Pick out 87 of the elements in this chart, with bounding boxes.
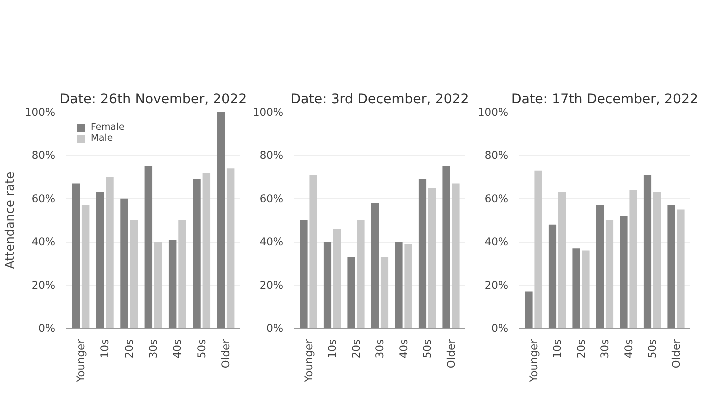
x-tick-label: 50s bbox=[421, 339, 434, 359]
bar bbox=[120, 198, 128, 328]
bar bbox=[193, 179, 201, 328]
bar bbox=[677, 210, 685, 328]
y-tick-label: 40% bbox=[32, 236, 56, 249]
bar bbox=[428, 188, 436, 328]
bar bbox=[178, 220, 186, 328]
y-tick-label: 60% bbox=[32, 192, 56, 206]
bar bbox=[310, 175, 318, 328]
bar bbox=[380, 257, 389, 328]
bar bbox=[106, 177, 114, 328]
y-tick-label: 0% bbox=[492, 322, 508, 335]
y-tick-label: 0% bbox=[38, 322, 56, 335]
y-tick-label: 20% bbox=[32, 278, 56, 292]
y-tick-label: 80% bbox=[484, 149, 508, 162]
bar bbox=[226, 168, 235, 328]
x-tick-label: 50s bbox=[195, 339, 208, 359]
x-tick-label: Older bbox=[670, 338, 683, 369]
bar bbox=[582, 250, 590, 328]
bar bbox=[154, 242, 162, 328]
y-tick-label: 100% bbox=[478, 106, 509, 119]
x-tick-label: 40s bbox=[171, 339, 184, 359]
x-tick-label: 30s bbox=[147, 339, 160, 359]
bar bbox=[395, 242, 403, 328]
x-tick-label: 30s bbox=[374, 339, 386, 359]
bar bbox=[452, 184, 460, 328]
bar bbox=[404, 244, 412, 328]
y-axis-title: Attendance rate bbox=[3, 172, 18, 270]
bar bbox=[357, 220, 365, 328]
chart-title: Date: 17th December, 2022 bbox=[512, 92, 698, 108]
bar bbox=[217, 112, 226, 328]
bar bbox=[418, 179, 427, 328]
x-tick-label: 20s bbox=[574, 339, 588, 359]
x-tick-label: 40s bbox=[622, 339, 636, 359]
bar bbox=[144, 166, 153, 328]
x-tick-label: Younger bbox=[302, 338, 316, 384]
x-tick-label: Older bbox=[220, 338, 232, 369]
bar bbox=[606, 220, 614, 328]
bar bbox=[168, 240, 177, 328]
x-tick-label: 10s bbox=[326, 339, 339, 359]
bar bbox=[371, 203, 380, 328]
x-tick-label: Younger bbox=[74, 338, 88, 384]
bar bbox=[202, 172, 211, 328]
legend-label: Female bbox=[91, 122, 125, 133]
chart-title: Date: 3rd December, 2022 bbox=[290, 92, 470, 108]
legend-label: Male bbox=[91, 133, 114, 144]
bar bbox=[558, 192, 566, 328]
bar bbox=[72, 184, 80, 328]
x-tick-label: 50s bbox=[646, 339, 659, 359]
bar bbox=[96, 192, 104, 328]
bar bbox=[300, 220, 308, 328]
x-tick-label: 20s bbox=[350, 339, 363, 359]
y-tick-label: 40% bbox=[260, 236, 284, 249]
bar bbox=[82, 205, 90, 328]
bar bbox=[572, 248, 580, 328]
x-tick-label: Younger bbox=[527, 338, 540, 384]
bar bbox=[333, 229, 342, 328]
bar bbox=[442, 166, 450, 328]
bar bbox=[324, 242, 332, 328]
y-tick-label: 100% bbox=[25, 106, 56, 119]
bar bbox=[348, 257, 356, 328]
bar bbox=[548, 224, 557, 328]
bar bbox=[644, 175, 652, 328]
y-tick-label: 20% bbox=[260, 278, 284, 292]
x-tick-label: 40s bbox=[397, 339, 410, 359]
x-tick-label: 20s bbox=[122, 339, 136, 359]
bar bbox=[130, 220, 138, 328]
x-tick-label: 10s bbox=[551, 339, 564, 359]
y-tick-label: 80% bbox=[32, 149, 56, 162]
bar bbox=[630, 190, 638, 328]
y-tick-label: 60% bbox=[260, 192, 284, 206]
y-tick-label: 60% bbox=[484, 192, 508, 206]
bar bbox=[620, 216, 628, 328]
y-tick-label: 0% bbox=[266, 322, 284, 335]
chart-title: Date: 26th November, 2022 bbox=[60, 92, 248, 108]
y-tick-label: 100% bbox=[253, 106, 284, 119]
y-tick-label: 20% bbox=[484, 278, 508, 292]
bar bbox=[653, 192, 662, 328]
x-tick-label: 30s bbox=[598, 339, 612, 359]
x-tick-label: 10s bbox=[98, 339, 112, 359]
bar bbox=[534, 170, 542, 328]
y-tick-label: 80% bbox=[260, 149, 284, 162]
x-tick-label: Older bbox=[444, 338, 458, 369]
y-tick-label: 40% bbox=[484, 236, 508, 249]
bar bbox=[596, 205, 604, 328]
bar bbox=[668, 205, 676, 328]
bar bbox=[525, 292, 533, 328]
